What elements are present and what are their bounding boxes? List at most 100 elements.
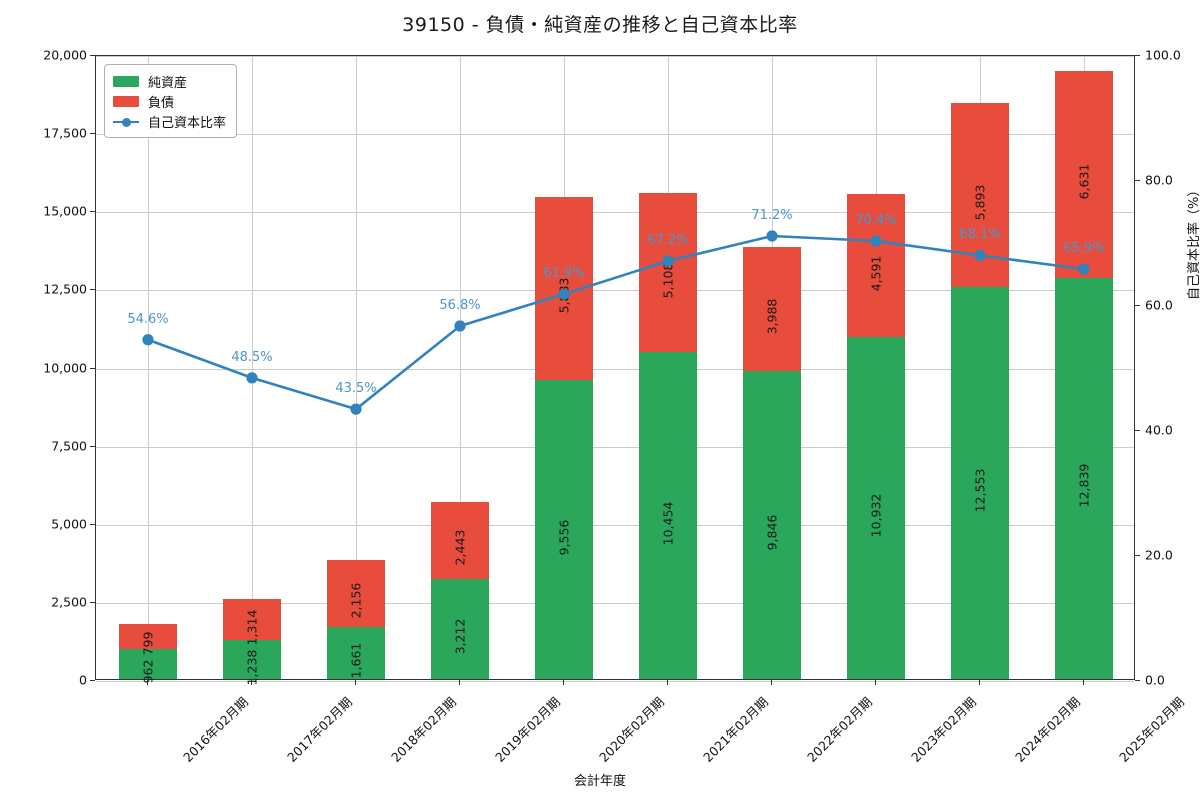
y-axis-tick-mark-left — [90, 601, 95, 603]
x-axis-tick-label: 2016年02月期 — [180, 694, 251, 765]
y-axis-tick-label-left: 17,500 — [43, 125, 87, 141]
equity-ratio-value-label: 68.1% — [959, 227, 1001, 243]
gridline-horizontal — [96, 368, 1134, 370]
legend-item-liabilities[interactable]: 負債 — [113, 91, 226, 111]
y-axis-tick-mark-left — [90, 367, 95, 369]
x-axis-tick-mark — [1083, 680, 1084, 685]
equity-ratio-marker[interactable] — [350, 403, 362, 415]
bar-segment-net-assets[interactable]: 962 — [119, 648, 177, 683]
y-axis-tick-label-right: 80.0 — [1145, 172, 1173, 188]
y-axis-tick-mark-left — [90, 680, 95, 681]
bar-segment-net-assets[interactable]: 1,238 — [223, 640, 281, 685]
bar-group[interactable]: 12,553 5,893 — [951, 54, 1009, 679]
bar-segment-net-assets[interactable]: 9,556 — [535, 380, 593, 679]
y-axis-tick-label-left: 0 — [79, 672, 87, 688]
plot-inner: 962 799 1,238 1,314 1,661 2,156 3,212 2,443 9,55… — [96, 54, 1134, 685]
equity-ratio-value-label: 67.2% — [647, 233, 689, 248]
bar-segment-liabilities[interactable]: 5,108 — [639, 192, 697, 353]
gridline-horizontal — [96, 212, 1134, 214]
y-axis-tick-label-left: 15,000 — [43, 203, 87, 219]
bar-group[interactable]: 9,5565,883 — [535, 54, 593, 679]
equity-ratio-marker[interactable] — [1078, 263, 1090, 275]
equity-ratio-marker[interactable] — [766, 230, 778, 242]
y-axis-tick-mark-left — [90, 133, 95, 135]
x-axis-tick-mark — [667, 680, 668, 685]
bar-segment-net-assets[interactable]: 12,839 — [1055, 277, 1113, 679]
x-axis-tick-mark — [563, 680, 564, 685]
equity-ratio-marker[interactable] — [246, 372, 258, 384]
bar-segment-net-assets[interactable]: 12,553 — [951, 286, 1009, 679]
equity-ratio-value-label: 70.4% — [855, 213, 897, 228]
x-axis-tick-label: 2021年02月期 — [700, 694, 771, 765]
bar-segment-liabilities[interactable]: 4,591 — [847, 193, 905, 338]
legend-marker-equity-ratio — [113, 116, 139, 127]
bar-segment-net-assets[interactable]: 1,661 — [327, 627, 385, 679]
bar-segment-net-assets[interactable]: 10,932 — [847, 337, 905, 679]
x-axis-tick-label: 2020年02月期 — [596, 694, 667, 765]
bar-group[interactable]: 962 799 — [119, 54, 177, 683]
x-axis-tick-label: 2019年02月期 — [492, 694, 563, 765]
gridline-vertical — [356, 56, 357, 679]
y-axis-title-left: 金額（百万円） — [0, 277, 1, 368]
equity-ratio-marker[interactable] — [662, 255, 674, 267]
y-axis-tick-label-left: 20,000 — [43, 47, 87, 63]
equity-ratio-value-label: 65.9% — [1063, 241, 1105, 257]
x-axis-tick-mark — [771, 680, 772, 685]
equity-ratio-marker[interactable] — [142, 334, 154, 346]
y-axis-tick-mark-left — [90, 445, 95, 447]
gridline-horizontal — [96, 602, 1134, 604]
bar-group[interactable]: 9,846 3,988 — [743, 54, 801, 679]
bar-segment-liabilities[interactable]: 2,156 — [327, 559, 385, 628]
equity-ratio-value-label: 56.8% — [439, 298, 481, 313]
y-axis-tick-mark-right — [1135, 555, 1140, 556]
bar-segment-net-assets[interactable]: 3,212 — [431, 578, 489, 679]
x-axis-tick-label: 2022年02月期 — [804, 694, 875, 765]
bar-segment-liabilities[interactable]: 6,631 — [1055, 70, 1113, 278]
x-axis-tick-mark — [459, 680, 460, 685]
bar-segment-liabilities[interactable]: 799 — [119, 623, 177, 656]
y-axis-tick-label-left: 12,500 — [43, 281, 87, 297]
x-axis-tick-mark — [355, 680, 356, 685]
y-axis-tick-label-right: 100.0 — [1145, 47, 1181, 63]
legend-swatch-liabilities — [113, 95, 139, 107]
equity-ratio-value-label: 48.5% — [231, 349, 273, 365]
gridline-horizontal — [96, 290, 1134, 292]
y-axis-tick-mark-right — [1135, 180, 1140, 181]
y-axis-title-right: 自己資本比率（%） — [1187, 183, 1200, 300]
bar-segment-liabilities[interactable]: 3,988 — [743, 246, 801, 372]
gridline-horizontal — [96, 524, 1134, 526]
x-axis-tick-mark — [875, 680, 876, 685]
x-axis-tick-label: 2018年02月期 — [388, 694, 459, 765]
bar-group[interactable]: 3,212 2,443 — [431, 54, 489, 679]
legend-item-net-assets[interactable]: 純資産 — [113, 71, 226, 91]
bar-segment-liabilities[interactable]: 2,443 — [431, 502, 489, 579]
bar-group[interactable]: 1,238 1,314 — [223, 54, 281, 685]
gridline-vertical — [148, 56, 149, 679]
legend-label-liabilities: 負債 — [148, 95, 175, 111]
y-axis-tick-mark-left — [90, 523, 95, 525]
chart-legend: 純資産 負債 自己資本比率 — [104, 64, 238, 138]
gridline-vertical — [460, 56, 461, 679]
bar-group[interactable]: 1,661 2,156 — [327, 54, 385, 679]
bar-group[interactable]: 10,932 4,591 — [847, 54, 905, 679]
equity-ratio-marker[interactable] — [870, 235, 882, 247]
bar-segment-net-assets[interactable]: 9,846 — [743, 371, 801, 679]
equity-ratio-value-label: 43.5% — [335, 381, 377, 397]
equity-ratio-marker[interactable] — [454, 320, 466, 332]
y-axis-tick-label-right: 20.0 — [1145, 547, 1173, 563]
equity-ratio-value-label: 61.9% — [543, 266, 585, 282]
equity-ratio-marker[interactable] — [558, 288, 570, 300]
x-axis-tick-label: 2025年02月期 — [1116, 694, 1187, 765]
y-axis-tick-label-left: 10,000 — [43, 360, 87, 375]
gridline-horizontal — [96, 446, 1134, 448]
x-axis-tick-mark — [979, 680, 980, 685]
bar-segment-net-assets[interactable]: 10,454 — [639, 352, 697, 679]
equity-ratio-line — [142, 230, 1090, 415]
legend-item-equity-ratio[interactable]: 自己資本比率 — [113, 111, 226, 131]
bar-group[interactable]: 10,454 5,108 — [639, 54, 697, 679]
bar-group[interactable]: 12,839 6,631 — [1055, 54, 1113, 679]
x-axis-tick-mark — [147, 680, 148, 685]
equity-ratio-marker[interactable] — [974, 249, 986, 261]
bar-segment-liabilities[interactable]: 1,314 — [223, 599, 281, 645]
